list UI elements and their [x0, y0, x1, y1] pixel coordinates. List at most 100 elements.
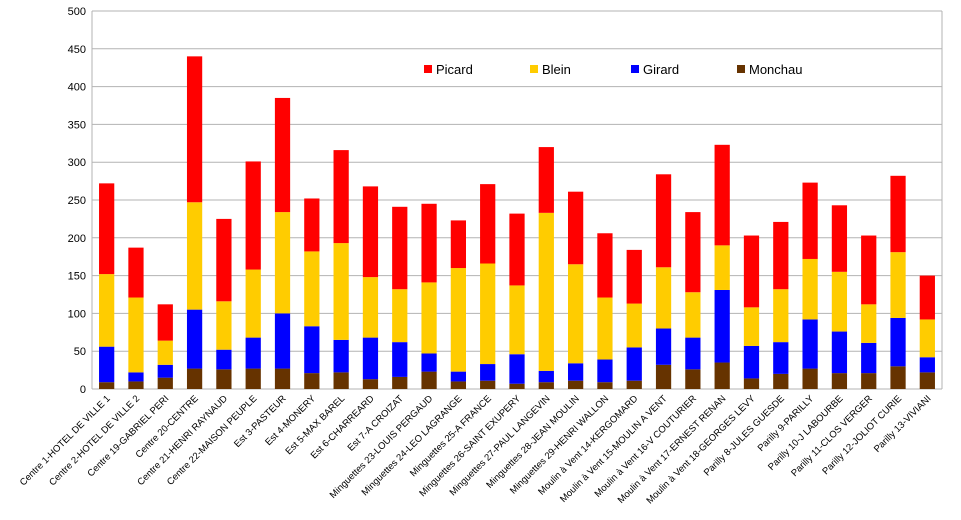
bar-segment-girard	[157, 364, 173, 378]
bar-segment-picard	[743, 235, 760, 308]
bar-segment-blein	[773, 289, 789, 343]
x-tick-label: Est 4-MONERY	[263, 393, 318, 448]
bar-segment-monchau	[802, 368, 818, 389]
legend-swatch-blein	[530, 65, 538, 73]
bar-segment-picard	[333, 150, 349, 244]
bar-segment-girard	[362, 337, 379, 380]
bar-segment-monchau	[655, 364, 672, 389]
bar-segment-picard	[392, 206, 408, 290]
bar-segment-monchau	[626, 380, 642, 389]
legend-label-blein: Blein	[542, 62, 571, 77]
y-tick-label: 450	[68, 44, 86, 56]
bar-segment-picard	[568, 191, 584, 265]
bar-segment-monchau	[99, 382, 115, 389]
bar-segment-picard	[274, 97, 291, 213]
bar-segment-girard	[655, 328, 672, 365]
y-tick-label: 350	[68, 119, 86, 131]
bar-segment-girard	[392, 342, 408, 377]
bar-segment-monchau	[538, 382, 554, 389]
bar-segment-blein	[421, 282, 437, 354]
bar-segment-picard	[245, 161, 261, 270]
bar-segment-picard	[157, 304, 173, 341]
bar-segment-girard	[597, 359, 613, 383]
y-tick-label: 400	[68, 82, 86, 94]
bar-segment-girard	[99, 346, 115, 383]
bar-segment-monchau	[890, 366, 906, 389]
y-tick-label: 150	[68, 271, 86, 283]
bar-segment-blein	[157, 340, 173, 365]
bar-segment-blein	[538, 212, 554, 371]
bar-segment-blein	[362, 277, 379, 338]
legend: Picard Blein Girard Monchau	[424, 62, 802, 77]
bar-segment-picard	[773, 221, 789, 290]
bar-segment-blein	[99, 274, 115, 347]
bar-segment-girard	[186, 309, 203, 369]
bar-segment-girard	[333, 339, 349, 373]
y-tick-label: 500	[68, 6, 86, 18]
bar-segment-girard	[509, 354, 525, 384]
bar-segment-monchau	[304, 373, 320, 389]
bar-segment-girard	[538, 370, 554, 383]
bar-segment-blein	[861, 304, 877, 343]
bar-segment-girard	[626, 347, 642, 381]
legend-label-picard: Picard	[436, 62, 473, 77]
bar-segment-picard	[128, 247, 144, 298]
bar-segment-picard	[861, 235, 877, 305]
bar-segment-blein	[245, 269, 261, 338]
bar-segment-picard	[216, 218, 232, 302]
bar-segment-picard	[480, 184, 496, 264]
bar-segment-monchau	[216, 369, 232, 389]
bar-segment-girard	[802, 319, 818, 369]
bar-segment-blein	[216, 301, 232, 350]
bar-segment-blein	[568, 264, 584, 364]
bar-segment-blein	[128, 297, 144, 373]
bar-segment-picard	[685, 212, 701, 293]
bar-segment-girard	[450, 371, 466, 382]
bar-segment-blein	[480, 263, 496, 365]
bar-segment-girard	[128, 372, 144, 382]
bar-segment-blein	[186, 202, 203, 310]
bar-segment-girard	[743, 345, 760, 379]
y-tick-label: 0	[80, 384, 86, 396]
bar-segment-picard	[890, 175, 906, 253]
bar-segment-blein	[509, 285, 525, 355]
bar-segment-picard	[538, 147, 554, 213]
bar-segment-monchau	[568, 380, 584, 389]
bar-segment-monchau	[831, 373, 848, 389]
bar-segment-blein	[392, 289, 408, 343]
bar-segment-picard	[186, 56, 203, 203]
bar-segment-monchau	[421, 371, 437, 389]
bar-segment-blein	[274, 212, 291, 314]
bar-segment-picard	[509, 213, 525, 286]
bar-segment-picard	[831, 205, 848, 272]
y-tick-label: 200	[68, 233, 86, 245]
legend-swatch-girard	[631, 65, 639, 73]
bar-segment-girard	[304, 326, 320, 374]
bar-segment-monchau	[245, 368, 261, 389]
bar-segment-picard	[362, 186, 379, 278]
x-tick-label: Moulin à Vent 15-MOULIN A VENT	[558, 393, 670, 505]
bar-segment-monchau	[128, 381, 144, 389]
bar-segment-girard	[245, 337, 261, 369]
bar-segment-blein	[890, 252, 906, 318]
bar-segment-monchau	[597, 382, 613, 389]
bar-segment-monchau	[450, 381, 466, 389]
bar-segment-picard	[304, 198, 320, 252]
bar-segment-monchau	[274, 368, 291, 389]
bar-segment-blein	[450, 268, 466, 372]
bar-segment-blein	[333, 243, 349, 340]
bar-segment-monchau	[714, 362, 730, 389]
bar-segment-monchau	[392, 376, 408, 389]
bar-segment-blein	[304, 251, 320, 327]
bar-segment-monchau	[685, 369, 701, 389]
bar-segment-monchau	[480, 380, 496, 389]
bar-segment-monchau	[333, 372, 349, 389]
y-tick-label: 50	[74, 346, 86, 358]
bar-segment-girard	[568, 363, 584, 381]
bar-segment-girard	[831, 331, 848, 374]
bar-segment-blein	[597, 297, 613, 360]
bar-segment-girard	[274, 313, 291, 369]
bar-segment-picard	[421, 203, 437, 283]
